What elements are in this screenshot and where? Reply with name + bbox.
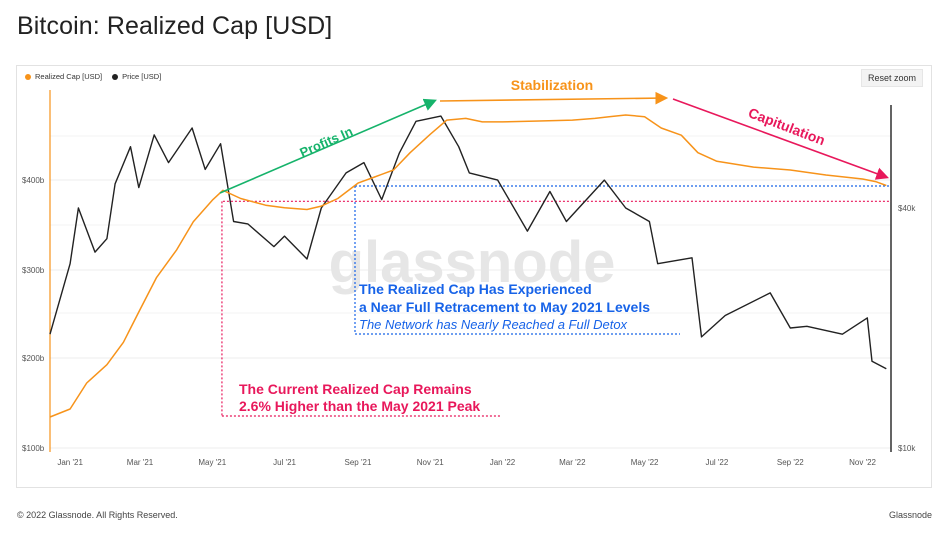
- y-right-tick-label: $40k: [898, 204, 916, 213]
- chart-legend: Realized Cap [USD] Price [USD]: [25, 72, 161, 81]
- footer-copyright: © 2022 Glassnode. All Rights Reserved.: [17, 510, 178, 520]
- x-tick-label: May '21: [198, 458, 226, 467]
- red-callout-line-2: 2.6% Higher than the May 2021 Peak: [239, 398, 480, 414]
- reset-zoom-button[interactable]: Reset zoom: [860, 69, 923, 87]
- y-right-tick-label: $10k: [898, 444, 916, 453]
- x-tick-label: Mar '21: [127, 458, 154, 467]
- blue-callout-line-1: The Realized Cap Has Experienced: [359, 281, 592, 297]
- x-tick-label: Sep '22: [777, 458, 804, 467]
- blue-callout-line-2: a Near Full Retracement to May 2021 Leve…: [359, 299, 650, 315]
- y-left-tick-label: $100b: [22, 444, 45, 453]
- capitulation-arrow: [672, 98, 890, 180]
- y-left-tick-label: $200b: [22, 354, 45, 363]
- legend-item-price[interactable]: Price [USD]: [112, 72, 161, 81]
- profits-in-label: Profits In: [297, 124, 355, 161]
- x-tick-label: Jan '22: [490, 458, 516, 467]
- capitulation-label: Capitulation: [746, 104, 827, 148]
- stabilization-arrow: [439, 91, 669, 105]
- legend-label-price: Price [USD]: [122, 72, 162, 81]
- x-tick-label: Jul '22: [705, 458, 728, 467]
- realized-cap-series-line: [49, 114, 887, 418]
- price-series-line: [49, 115, 887, 370]
- legend-marker-price: [112, 73, 119, 80]
- x-tick-label: Jan '21: [57, 458, 83, 467]
- legend-item-realized-cap[interactable]: Realized Cap [USD]: [25, 72, 102, 81]
- legend-marker-realized-cap: [25, 73, 31, 80]
- blue-callout-line-3: The Network has Nearly Reached a Full De…: [359, 317, 628, 332]
- y-left-tick-label: $300b: [22, 266, 45, 275]
- legend-label-realized-cap: Realized Cap [USD]: [35, 72, 103, 81]
- page-title: Bitcoin: Realized Cap [USD]: [17, 12, 333, 40]
- x-tick-label: Nov '21: [417, 458, 444, 467]
- red-callout-line-1: The Current Realized Cap Remains: [239, 381, 472, 397]
- stabilization-label: Stabilization: [511, 77, 593, 93]
- watermark-text: glassnode: [329, 230, 616, 295]
- x-tick-label: Sep '21: [345, 458, 372, 467]
- x-tick-label: Mar '22: [559, 458, 586, 467]
- footer-brand: Glassnode: [888, 510, 932, 520]
- x-tick-label: May '22: [631, 458, 659, 467]
- y-left-tick-label: $400b: [22, 176, 45, 185]
- x-tick-label: Nov '22: [849, 458, 876, 467]
- chart-container: Realized Cap [USD] Price [USD] Reset zoo…: [16, 65, 932, 488]
- profits-in-arrow: [219, 98, 437, 194]
- x-tick-label: Jul '21: [273, 458, 296, 467]
